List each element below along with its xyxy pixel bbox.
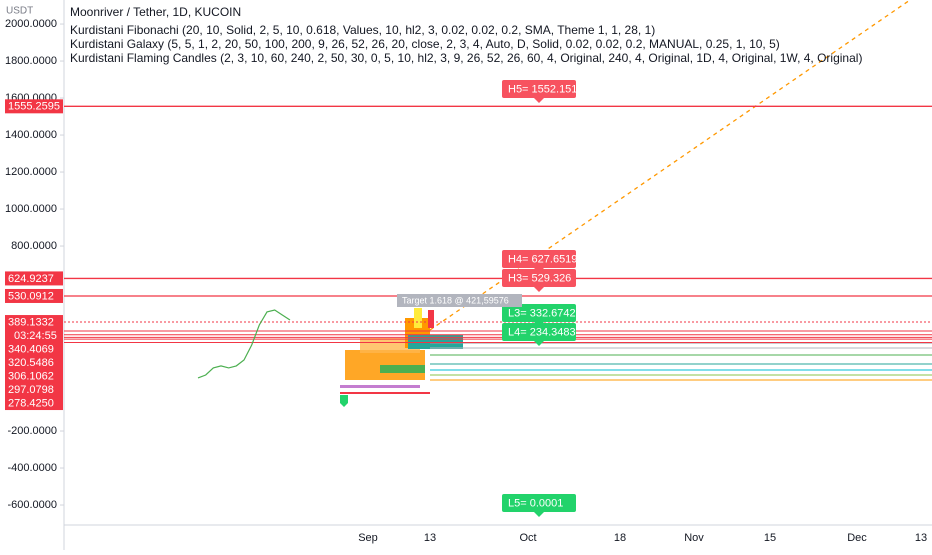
target-label: Target 1.618 @ 421,59576: [402, 295, 509, 305]
y-tick-label: 1200.0000: [5, 166, 57, 178]
annotation-label: H3= 529.326: [508, 272, 571, 284]
price-label: 1555.2595: [8, 101, 60, 113]
x-tick-label: 13: [915, 532, 927, 544]
price-label-box: [5, 271, 63, 286]
annotation-box: [502, 323, 576, 341]
annotation-pointer: [534, 341, 544, 346]
x-tick-label: 13: [424, 532, 436, 544]
x-tick-label: Dec: [847, 532, 867, 544]
annotation-label: L3= 332.6742: [508, 307, 576, 319]
y-tick-label: 1800.0000: [5, 55, 57, 67]
price-label-box: [5, 288, 63, 303]
price-label: 278.4250: [8, 397, 54, 409]
price-label-box: [5, 382, 63, 397]
annotation-label: H4= 627.6519: [508, 253, 577, 265]
x-tick-label: Nov: [684, 532, 704, 544]
x-tick-label: 15: [764, 532, 776, 544]
annotation-box: [502, 494, 576, 512]
y-tick-label: -200.0000: [7, 425, 57, 437]
x-tick-label: Sep: [358, 532, 378, 544]
price-label-box: [5, 396, 63, 411]
y-tick-label: 2000.0000: [5, 18, 57, 30]
x-tick-label: Oct: [519, 532, 536, 544]
annotation-label: L5= 0.0001: [508, 497, 563, 509]
price-label-box: [5, 99, 63, 114]
x-tick-label: 18: [614, 532, 626, 544]
chart-title: Moonriver / Tether, 1D, KUCOIN: [70, 5, 241, 19]
price-label-box: [5, 315, 63, 330]
y-tick-label: -400.0000: [7, 462, 57, 474]
price-label: 530.0912: [8, 290, 54, 302]
countdown: 03:24:55: [14, 330, 57, 342]
y-tick-label: 800.0000: [11, 240, 57, 252]
price-label: 389.1332: [8, 316, 54, 328]
annotation-box: [502, 304, 576, 322]
price-label-box: [5, 369, 63, 384]
annotation-label: L4= 234.3483: [508, 326, 576, 338]
price-label: 340.4069: [8, 343, 54, 355]
annotation-label: H5= 1552.1512: [508, 83, 584, 95]
annotation-box: [502, 250, 576, 268]
price-label: 320.5486: [8, 357, 54, 369]
y-tick-label: 1000.0000: [5, 203, 57, 215]
indicator-legend: Kurdistani Galaxy (5, 5, 1, 2, 20, 50, 1…: [70, 37, 780, 51]
annotation-box: [502, 269, 576, 287]
currency-label: USDT: [6, 6, 33, 17]
price-label-box: [5, 355, 63, 370]
annotation-pointer: [534, 98, 544, 103]
indicator-legend: Kurdistani Flaming Candles (2, 3, 10, 60…: [70, 51, 862, 65]
target-box: [397, 294, 522, 307]
price-line: [197, 309, 291, 379]
y-tick-label: 1400.0000: [5, 129, 57, 141]
countdown-box: [5, 328, 63, 343]
y-tick-label: -600.0000: [7, 499, 57, 511]
annotation-pointer: [534, 287, 544, 292]
price-label: 297.0798: [8, 384, 54, 396]
price-label-box: [5, 342, 63, 357]
annotation-box: [502, 80, 576, 98]
indicator-legend: Kurdistani Fibonachi (20, 10, Solid, 2, …: [70, 23, 655, 37]
annotation-pointer: [534, 512, 544, 517]
price-label: 306.1062: [8, 370, 54, 382]
price-label: 624.9237: [8, 273, 54, 285]
